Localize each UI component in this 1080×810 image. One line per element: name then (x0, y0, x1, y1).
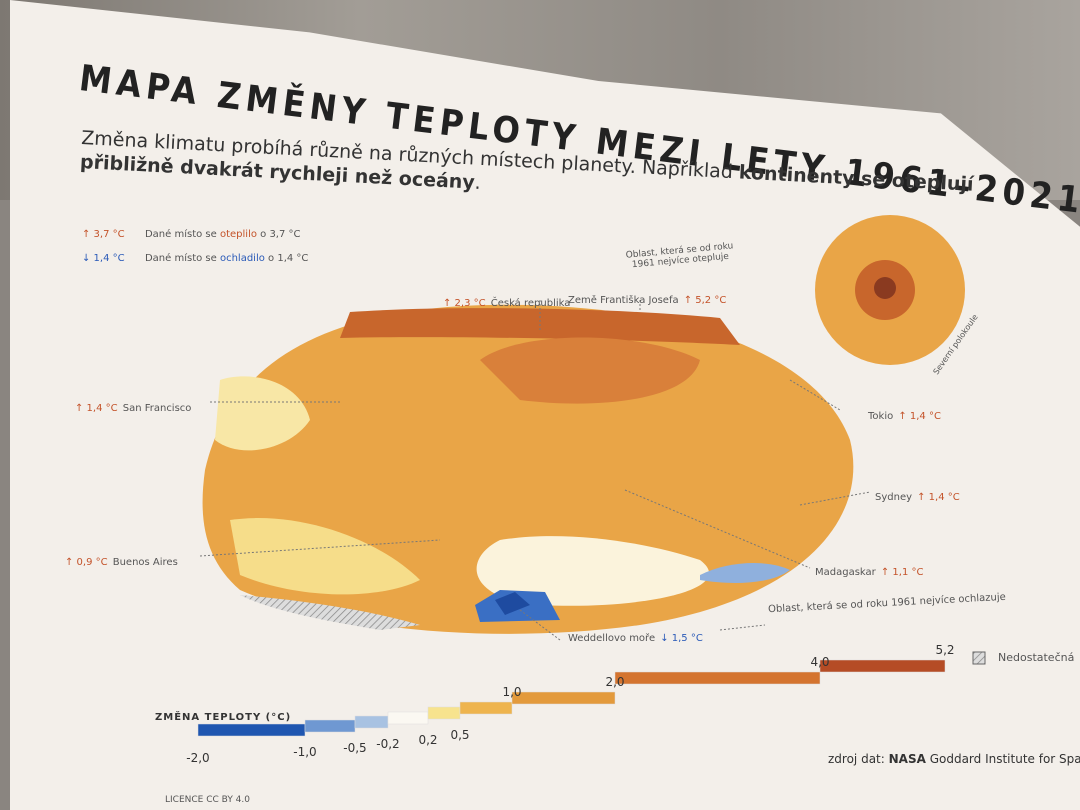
callout: Země Františka Josefa ↑ 5,2 °C (568, 288, 726, 307)
callout-value: ↑ 1,1 °C (880, 567, 924, 578)
no-data-swatch (972, 651, 986, 665)
source-org: NASA (888, 752, 926, 766)
warm-region (340, 308, 740, 345)
scale-label: 5,2 (935, 643, 954, 657)
callout-value: ↑ 0,9 °C (65, 557, 108, 568)
callout: Weddellovo moře ↓ 1,5 °C (568, 626, 703, 645)
source-text: zdroj dat: (828, 752, 889, 766)
scale-segment (304, 719, 356, 733)
scale-segment (459, 701, 513, 715)
source-text: Goddard Institute for Spac (925, 752, 1080, 766)
callout-label: Buenos Aires (112, 557, 178, 568)
leader-line (719, 624, 766, 631)
callout-label: Sydney (875, 492, 913, 503)
no-data-label: Nedostatečná (998, 651, 1075, 664)
callout: Madagaskar ↑ 1,1 °C (815, 560, 924, 579)
callout-label: Madagaskar (815, 567, 876, 578)
scale-segment (614, 671, 821, 685)
leader-line (199, 539, 441, 557)
leader-line (789, 379, 841, 411)
callout: Sydney ↑ 1,4 °C (875, 485, 960, 504)
cool-region (215, 376, 310, 451)
scale-label: 2,0 (605, 675, 624, 689)
callout: Tokio ↑ 1,4 °C (868, 404, 941, 423)
leader-lines (199, 300, 871, 641)
color-scale: -2,0 -1,0 -0,5 -0,2 0,2 0,5 1,0 2,0 4,0 5,2 (186, 643, 954, 765)
legend-text: o 3,7 °C (256, 229, 301, 240)
callout-value: ↑ 1,4 °C (917, 492, 960, 503)
legend-value: ↓ 1,4 °C (82, 253, 125, 264)
scale-segment (354, 715, 389, 729)
warm-region (874, 277, 896, 299)
callout-label: Česká republika (490, 298, 571, 309)
callout-value: ↑ 1,4 °C (75, 403, 118, 414)
scale-label: -1,0 (293, 745, 316, 759)
warm-region (480, 337, 700, 404)
callout-label: Tokio (868, 411, 894, 422)
cooling-area (700, 563, 790, 583)
callout-label: San Francisco (122, 403, 192, 414)
scale-segment (511, 691, 616, 705)
scale-segment (197, 723, 306, 737)
no-data-area (240, 595, 420, 630)
legend-text: Dané místo se (144, 229, 220, 240)
scale-label: 0,2 (418, 733, 437, 747)
scale-label: -2,0 (186, 751, 209, 765)
legend-value: ↑ 3,7 °C (82, 229, 125, 240)
leader-line (519, 609, 561, 641)
scale-segment (819, 659, 946, 673)
legend-word: ochladilo (219, 253, 265, 264)
cooling-area (495, 592, 530, 615)
scale-segment (387, 711, 429, 725)
scale-label: 4,0 (810, 655, 829, 669)
callout-label: Weddellovo moře (568, 633, 656, 644)
cool-region (476, 536, 710, 606)
scale-label: 0,5 (450, 728, 469, 742)
leader-line (624, 489, 811, 569)
callout-value: ↑ 1,4 °C (898, 411, 941, 422)
callout-value: ↓ 1,5 °C (660, 633, 703, 644)
source: zdroj dat: NASA Goddard Institute for Sp… (828, 752, 1080, 766)
cool-region (230, 518, 420, 595)
callout-label: Země Františka Josefa (568, 295, 679, 306)
license: LICENCE CC BY 4.0 (165, 795, 250, 805)
callout: ↑ 2,3 °C Česká republika (443, 291, 570, 310)
scale-segment (427, 706, 461, 720)
scale-label: -0,2 (376, 737, 399, 751)
legend-text: o 1,4 °C (264, 253, 309, 264)
callout-value: ↑ 5,2 °C (683, 295, 727, 306)
scale-label: -0,5 (343, 741, 366, 755)
legend-word: oteplilo (219, 229, 257, 240)
legend-text: Dané místo se (144, 253, 220, 264)
scale-label: 1,0 (502, 685, 521, 699)
legend-cool: ↓ 1,4 °C Dané místo se ochladilo o 1,4 °… (82, 246, 308, 265)
callout: ↑ 0,9 °C Buenos Aires (65, 550, 178, 569)
callout: ↑ 1,4 °C San Francisco (75, 396, 191, 415)
scale-title: ZMĚNA TEPLOTY (°C) (155, 712, 292, 723)
legend-warm: ↑ 3,7 °C Dané místo se oteplilo o 3,7 °C (82, 222, 301, 241)
callout-value: ↑ 2,3 °C (443, 298, 486, 309)
